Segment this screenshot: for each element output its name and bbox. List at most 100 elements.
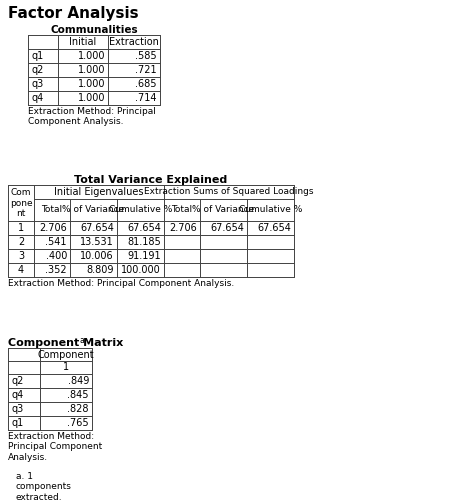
Text: Extraction: Extraction bbox=[109, 37, 159, 47]
Bar bbox=[200, 235, 247, 249]
Text: 1: 1 bbox=[18, 223, 24, 233]
Bar bbox=[200, 249, 247, 263]
Bar bbox=[164, 235, 200, 249]
Bar bbox=[8, 374, 40, 388]
Bar bbox=[34, 249, 70, 263]
Text: Com
pone
nt: Com pone nt bbox=[9, 188, 32, 218]
Bar bbox=[34, 199, 70, 221]
Text: Total: Total bbox=[172, 206, 192, 215]
Bar bbox=[34, 235, 70, 249]
Text: q4: q4 bbox=[12, 390, 24, 400]
Text: Communalities: Communalities bbox=[50, 25, 138, 35]
Text: 2: 2 bbox=[18, 237, 24, 247]
Bar bbox=[200, 199, 247, 221]
Bar bbox=[200, 263, 247, 277]
Text: % of Variance: % of Variance bbox=[63, 206, 125, 215]
Text: % of Variance: % of Variance bbox=[192, 206, 255, 215]
Bar bbox=[8, 348, 92, 430]
Text: q4: q4 bbox=[32, 93, 44, 103]
Text: 1.000: 1.000 bbox=[78, 93, 105, 103]
Bar bbox=[28, 35, 58, 49]
Text: q3: q3 bbox=[12, 404, 24, 414]
Text: .714: .714 bbox=[136, 93, 157, 103]
Bar bbox=[8, 416, 40, 430]
Text: 100.000: 100.000 bbox=[121, 265, 161, 275]
Text: Factor Analysis: Factor Analysis bbox=[8, 6, 138, 21]
Bar bbox=[70, 249, 117, 263]
Bar bbox=[40, 402, 92, 416]
Bar bbox=[164, 199, 200, 221]
Text: .849: .849 bbox=[68, 376, 89, 386]
Bar bbox=[58, 91, 108, 105]
Bar bbox=[34, 263, 70, 277]
Bar bbox=[8, 263, 34, 277]
Bar bbox=[117, 199, 164, 221]
Text: q2: q2 bbox=[32, 65, 45, 75]
Bar bbox=[28, 77, 58, 91]
Text: Total Variance Explained: Total Variance Explained bbox=[74, 175, 228, 185]
Bar bbox=[108, 49, 160, 63]
Bar bbox=[164, 263, 200, 277]
Bar bbox=[8, 235, 34, 249]
Bar bbox=[34, 221, 70, 235]
Text: Extraction Method: Principal Component Analysis.: Extraction Method: Principal Component A… bbox=[8, 279, 234, 288]
Bar bbox=[28, 63, 58, 77]
Text: .400: .400 bbox=[46, 251, 67, 261]
Text: 4: 4 bbox=[18, 265, 24, 275]
Text: Component: Component bbox=[38, 349, 94, 359]
Bar bbox=[40, 374, 92, 388]
Text: 1: 1 bbox=[63, 362, 69, 372]
Text: Initial Eigenvalues: Initial Eigenvalues bbox=[54, 187, 144, 197]
Bar bbox=[247, 263, 294, 277]
Text: 91.191: 91.191 bbox=[128, 251, 161, 261]
Bar bbox=[8, 348, 40, 361]
Bar bbox=[164, 185, 294, 199]
Bar bbox=[247, 235, 294, 249]
Bar bbox=[70, 199, 117, 221]
Text: .585: .585 bbox=[136, 51, 157, 61]
Text: q1: q1 bbox=[32, 51, 44, 61]
Bar bbox=[58, 49, 108, 63]
Bar bbox=[8, 388, 40, 402]
Text: .721: .721 bbox=[136, 65, 157, 75]
Bar bbox=[40, 416, 92, 430]
Bar bbox=[70, 235, 117, 249]
Bar bbox=[40, 361, 92, 374]
Text: Component Matrix: Component Matrix bbox=[8, 338, 123, 348]
Text: .845: .845 bbox=[67, 390, 89, 400]
Text: Extraction Sums of Squared Loadings: Extraction Sums of Squared Loadings bbox=[144, 187, 314, 197]
Bar bbox=[58, 35, 108, 49]
Bar bbox=[40, 348, 92, 361]
Text: 81.185: 81.185 bbox=[127, 237, 161, 247]
Bar bbox=[58, 63, 108, 77]
Text: a. 1
components
extracted.: a. 1 components extracted. bbox=[16, 472, 72, 502]
Text: 1.000: 1.000 bbox=[78, 79, 105, 89]
Text: a: a bbox=[80, 336, 85, 345]
Bar bbox=[8, 402, 40, 416]
Bar bbox=[58, 77, 108, 91]
Bar bbox=[8, 249, 34, 263]
Text: 67.654: 67.654 bbox=[257, 223, 291, 233]
Bar bbox=[28, 49, 58, 63]
Bar bbox=[117, 221, 164, 235]
Bar bbox=[164, 221, 200, 235]
Text: Cumulative %: Cumulative % bbox=[109, 206, 172, 215]
Text: Initial: Initial bbox=[69, 37, 97, 47]
Bar bbox=[117, 235, 164, 249]
Bar bbox=[108, 77, 160, 91]
Text: Extraction Method:
Principal Component
Analysis.: Extraction Method: Principal Component A… bbox=[8, 432, 102, 462]
Bar bbox=[8, 221, 34, 235]
Bar bbox=[108, 63, 160, 77]
Bar bbox=[34, 185, 164, 199]
Bar bbox=[117, 249, 164, 263]
Text: .685: .685 bbox=[136, 79, 157, 89]
Text: 10.006: 10.006 bbox=[81, 251, 114, 261]
Text: 2.706: 2.706 bbox=[169, 223, 197, 233]
Text: 8.809: 8.809 bbox=[86, 265, 114, 275]
Bar bbox=[247, 199, 294, 221]
Text: 67.654: 67.654 bbox=[80, 223, 114, 233]
Bar bbox=[40, 388, 92, 402]
Bar bbox=[108, 35, 160, 49]
Bar bbox=[8, 361, 40, 374]
Text: 67.654: 67.654 bbox=[127, 223, 161, 233]
